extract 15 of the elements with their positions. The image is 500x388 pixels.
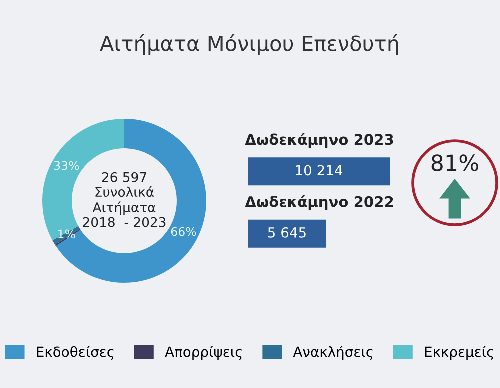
text: 81% — [432, 154, 478, 172]
text: 26 597 Συνολικά Αιτήματα 2018 - 2023 — [83, 172, 166, 228]
data-label: 33% — [54, 161, 80, 170]
y-tick-label: Δωδεκάμηνο 2023 — [245, 133, 394, 148]
legend-label: Απορρίψεις — [165, 346, 242, 360]
chart-title: Αιτήματα Μόνιμου Επενδυτή — [100, 34, 398, 56]
legend-label: Εκδοθείσες — [37, 346, 114, 360]
data-label: 1% — [58, 230, 76, 239]
data-label: 66% — [171, 227, 196, 236]
y-tick-label: Δωδεκάμηνο 2022 — [245, 196, 394, 210]
legend-label: Ανακλήσεις — [293, 346, 373, 360]
data-label: 5 645 — [268, 227, 306, 238]
data-label: 10 214 — [296, 165, 343, 176]
donut-slice — [56, 119, 206, 283]
legend-label: Εκκρεμείς — [425, 346, 494, 360]
